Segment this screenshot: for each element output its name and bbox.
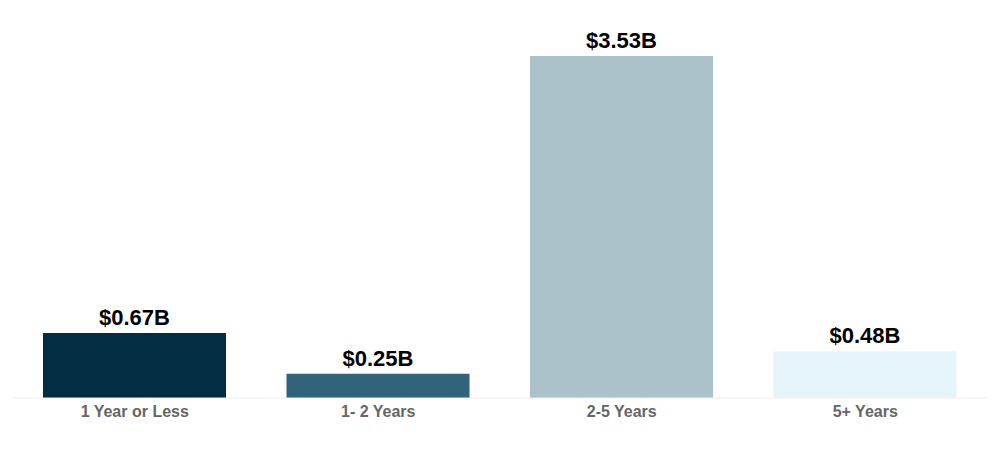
svg-text:1 Year or Less: 1 Year or Less [81,403,189,420]
svg-text:$0.48B: $0.48B [830,323,901,348]
svg-text:$0.67B: $0.67B [99,305,170,330]
svg-text:1- 2 Years: 1- 2 Years [341,403,416,420]
svg-text:$3.53B: $3.53B [586,28,657,53]
svg-text:5+ Years: 5+ Years [833,403,898,420]
svg-text:$0.25B: $0.25B [343,346,414,371]
svg-text:2-5 Years: 2-5 Years [587,403,657,420]
